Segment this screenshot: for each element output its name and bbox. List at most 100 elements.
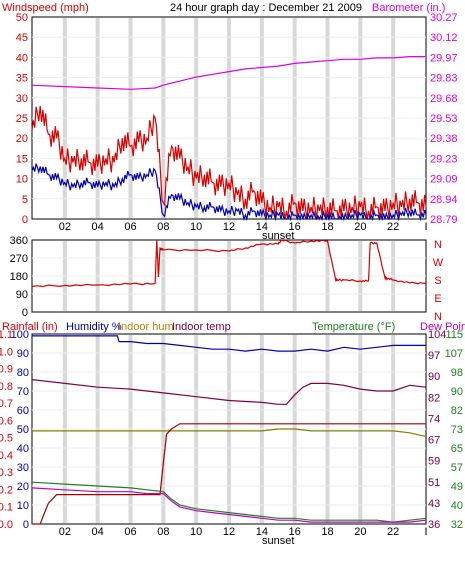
temperature-tick-label: 107	[445, 348, 463, 360]
climate-x-tick-label: 20	[354, 526, 366, 538]
barometer-tick-label: 29.09	[430, 174, 458, 186]
rain-tick-label: 1.0	[0, 346, 13, 358]
direction-tick-label: 0	[22, 307, 28, 319]
humidity-tick-label: 60	[17, 405, 29, 417]
legend-indoor-hum: Indoor hum	[118, 321, 174, 333]
wind-tick-label: 35	[16, 73, 28, 85]
humidity-tick-label: 100	[11, 329, 29, 341]
temperature-axis-title: Temperature (°F)	[312, 321, 395, 333]
wind-x-tick-label: 10	[190, 221, 202, 233]
dewpoint-axis-title: Dew Point	[420, 321, 465, 333]
wind-tick-label: 0	[22, 214, 28, 226]
climate-end-tick: I	[424, 526, 427, 538]
direction-tick-label: 90	[16, 289, 28, 301]
wind-sunset-label: sunset	[262, 230, 294, 242]
humidity-tick-label: 0	[23, 519, 29, 531]
barometer-tick-label: 29.68	[430, 93, 458, 105]
barometer-tick-label: 29.23	[430, 153, 458, 165]
wind-x-tick-label: 08	[157, 221, 169, 233]
rain-tick-label: 0.5	[0, 433, 13, 445]
barometer-tick-label: 30.12	[430, 32, 458, 44]
climate-sunset-label: sunset	[262, 535, 294, 547]
rain-tick-label: 0.3	[0, 467, 13, 479]
direction-tick-label: 270	[10, 253, 28, 265]
climate-series-0	[32, 335, 426, 352]
direction-line	[31, 239, 427, 288]
humidity-tick-label: 70	[17, 386, 29, 398]
humidity-tick-label: 80	[17, 367, 29, 379]
climate-x-tick-label: 18	[321, 526, 333, 538]
climate-x-tick-label: 04	[92, 526, 104, 538]
wind-x-tick-label: 02	[59, 221, 71, 233]
wind-x-tick-label: 14	[256, 221, 268, 233]
indoor-temp-tick-label: 82	[428, 392, 440, 404]
compass-label: N	[434, 239, 442, 251]
barometer-tick-label: 29.83	[430, 73, 458, 85]
wind-tick-label: 30	[16, 93, 28, 105]
humidity-tick-label: 50	[17, 424, 29, 436]
climate-x-tick-label: 22	[387, 526, 399, 538]
graph-title: 24 hour graph day : December 21 2009	[170, 2, 362, 14]
wind-tick-label: 45	[16, 32, 28, 44]
temperature-tick-label: 40	[451, 500, 463, 512]
rain-tick-label: 0.6	[0, 415, 13, 427]
rain-tick-label: 0.7	[0, 398, 13, 410]
barometer-axis-title: Barometer (in.)	[372, 2, 445, 14]
wind-x-tick-label: 06	[124, 221, 136, 233]
temperature-tick-label: 49	[451, 481, 463, 493]
wind-x-tick-label: 16	[289, 221, 301, 233]
legend-indoor-temp: Indoor temp	[172, 321, 231, 333]
indoor-temp-tick-label: 74	[428, 413, 440, 425]
compass-label: N	[434, 311, 442, 323]
indoor-temp-tick-label: 90	[428, 371, 440, 383]
climate-x-tick-label: 12	[223, 526, 235, 538]
climate-series-5	[31, 487, 427, 523]
wind-tick-label: 40	[16, 52, 28, 64]
rain-tick-label: 0.2	[0, 484, 13, 496]
barometer-tick-label: 28.79	[430, 214, 458, 226]
rain-tick-label: 0.4	[0, 450, 13, 462]
temperature-tick-label: 98	[451, 367, 463, 379]
compass-label: W	[433, 257, 444, 269]
climate-series-1	[31, 379, 427, 405]
wind-tick-label: 25	[16, 113, 28, 125]
wind-tick-label: 15	[16, 153, 28, 165]
climate-x-tick-label: 16	[289, 526, 301, 538]
wind-tick-label: 5	[22, 194, 28, 206]
barometer-tick-label: 29.38	[430, 133, 458, 145]
barometer-tick-label: 28.94	[430, 194, 458, 206]
barometer-tick-label: 30.27	[430, 12, 458, 24]
indoor-temp-tick-label: 97	[428, 350, 440, 362]
humidity-tick-label: 40	[17, 443, 29, 455]
climate-x-tick-label: 02	[59, 526, 71, 538]
temperature-tick-label: 82	[451, 405, 463, 417]
wind-x-tick-label: 04	[92, 221, 104, 233]
climate-x-tick-label: 14	[256, 526, 268, 538]
barometer-line	[31, 56, 426, 90]
compass-label: E	[434, 293, 441, 305]
indoor-temp-tick-label: 51	[428, 477, 440, 489]
legend-humidity: Humidity %	[66, 321, 122, 333]
climate-x-tick-label: 10	[190, 526, 202, 538]
climate-x-tick-label: 08	[157, 526, 169, 538]
wind-x-tick-label: 22	[387, 221, 399, 233]
rain-tick-label: 1.1	[0, 329, 13, 341]
temperature-tick-label: 32	[451, 519, 463, 531]
temperature-tick-label: 115	[445, 329, 463, 341]
windspeed-line	[31, 105, 427, 220]
climate-series-2	[32, 428, 427, 438]
barometer-tick-label: 29.53	[430, 113, 458, 125]
temperature-tick-label: 73	[451, 424, 463, 436]
rain-tick-label: 0.8	[0, 381, 13, 393]
wind-x-tick-label: 18	[321, 221, 333, 233]
indoor-temp-tick-label: 104	[428, 329, 446, 341]
humidity-tick-label: 90	[17, 348, 29, 360]
temperature-tick-label: 57	[451, 462, 463, 474]
temperature-tick-label: 90	[451, 386, 463, 398]
rainfall-axis-title: Rainfall (in)	[2, 321, 58, 333]
barometer-tick-label: 29.97	[430, 52, 458, 64]
direction-tick-label: 180	[10, 271, 28, 283]
windspeed-axis-title: Windspeed (mph)	[2, 2, 89, 14]
